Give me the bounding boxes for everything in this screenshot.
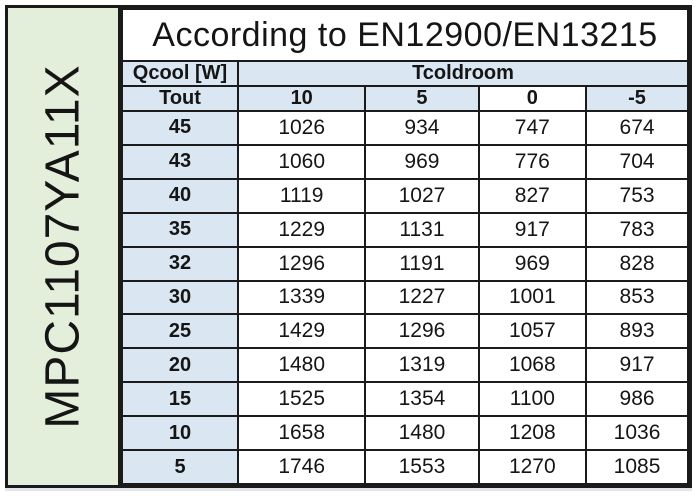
tout-value: 25 — [120, 313, 240, 350]
table-row: 25 1429 1296 1057 893 — [120, 313, 689, 350]
capacity-value: 1658 — [237, 415, 367, 452]
capacity-value: 776 — [477, 143, 588, 180]
tout-value: 10 — [120, 415, 240, 452]
table-title: According to EN12900/EN13215 — [121, 8, 689, 62]
table-wrap: According to EN12900/EN13215 Qcool [W] T… — [120, 8, 689, 485]
capacity-value: 1036 — [585, 415, 689, 452]
table-row: 20 1480 1319 1068 917 — [120, 347, 689, 384]
capacity-value: 1429 — [237, 313, 367, 350]
column-header-row: Tout 10 5 0 -5 — [120, 85, 689, 112]
tout-header: Tout — [120, 85, 240, 112]
capacity-value: 1229 — [237, 211, 367, 248]
capacity-value: 753 — [585, 177, 689, 214]
capacity-value: 1208 — [477, 415, 588, 452]
capacity-value: 1270 — [477, 449, 588, 485]
capacity-value: 1001 — [477, 279, 588, 316]
capacity-value: 1480 — [237, 347, 367, 384]
title-row: According to EN12900/EN13215 — [121, 8, 689, 62]
capacity-value: 1027 — [364, 177, 480, 214]
table-row: 32 1296 1191 969 828 — [120, 245, 689, 282]
capacity-value: 1085 — [585, 449, 689, 485]
capacity-value: 1057 — [477, 313, 588, 350]
model-name: MPC1107YA11X — [36, 64, 90, 429]
tout-value: 20 — [120, 347, 240, 384]
capacity-value: 828 — [585, 245, 689, 282]
qcool-header: Qcool [W] — [120, 60, 240, 87]
capacity-value: 969 — [477, 245, 588, 282]
table-row: 15 1525 1354 1100 986 — [120, 381, 689, 418]
tout-value: 30 — [120, 279, 240, 316]
table-row: 45 1026 934 747 674 — [120, 110, 689, 146]
capacity-value: 917 — [477, 211, 588, 248]
capacity-value: 1026 — [237, 110, 367, 146]
capacity-table: According to EN12900/EN13215 Qcool [W] T… — [120, 8, 689, 485]
tcoldroom-header: Tcoldroom — [237, 60, 689, 87]
tout-value: 43 — [120, 143, 240, 180]
tout-value: 32 — [120, 245, 240, 282]
capacity-value: 1131 — [364, 211, 480, 248]
capacity-value: 827 — [477, 177, 588, 214]
capacity-value: 1746 — [237, 449, 367, 485]
tcoldroom-col-header: -5 — [585, 85, 689, 112]
tcoldroom-col-header: 5 — [364, 85, 480, 112]
capacity-value: 674 — [585, 110, 689, 146]
capacity-value: 1339 — [237, 279, 367, 316]
capacity-value: 1119 — [237, 177, 367, 214]
table-row: 10 1658 1480 1208 1036 — [120, 415, 689, 452]
capacity-table-frame: MPC1107YA11X According to EN12900/EN1321… — [5, 5, 692, 488]
group-header-row: Qcool [W] Tcoldroom — [120, 60, 689, 87]
tout-value: 15 — [120, 381, 240, 418]
capacity-value: 1068 — [477, 347, 588, 384]
capacity-value: 1480 — [364, 415, 480, 452]
tout-value: 40 — [120, 177, 240, 214]
tout-value: 5 — [120, 449, 240, 485]
capacity-value: 1296 — [364, 313, 480, 350]
table-row: 30 1339 1227 1001 853 — [120, 279, 689, 316]
model-strip: MPC1107YA11X — [8, 8, 121, 485]
capacity-value: 969 — [364, 143, 480, 180]
capacity-value: 1354 — [364, 381, 480, 418]
capacity-value: 934 — [364, 110, 480, 146]
capacity-value: 704 — [585, 143, 689, 180]
capacity-value: 1100 — [477, 381, 588, 418]
capacity-value: 1553 — [364, 449, 480, 485]
capacity-value: 783 — [585, 211, 689, 248]
tout-value: 45 — [120, 110, 240, 146]
tout-value: 35 — [120, 211, 240, 248]
table-row: 43 1060 969 776 704 — [120, 143, 689, 180]
capacity-value: 1525 — [237, 381, 367, 418]
capacity-value: 986 — [585, 381, 689, 418]
table-row: 5 1746 1553 1270 1085 — [120, 449, 689, 485]
tcoldroom-col-header: 10 — [237, 85, 367, 112]
capacity-value: 1296 — [237, 245, 367, 282]
capacity-value: 853 — [585, 279, 689, 316]
capacity-value: 1191 — [364, 245, 480, 282]
capacity-value: 1227 — [364, 279, 480, 316]
table-row: 40 1119 1027 827 753 — [120, 177, 689, 214]
capacity-value: 1060 — [237, 143, 367, 180]
tcoldroom-col-header: 0 — [477, 85, 588, 112]
capacity-value: 917 — [585, 347, 689, 384]
capacity-value: 893 — [585, 313, 689, 350]
table-row: 35 1229 1131 917 783 — [120, 211, 689, 248]
capacity-value: 747 — [477, 110, 588, 146]
capacity-value: 1319 — [364, 347, 480, 384]
